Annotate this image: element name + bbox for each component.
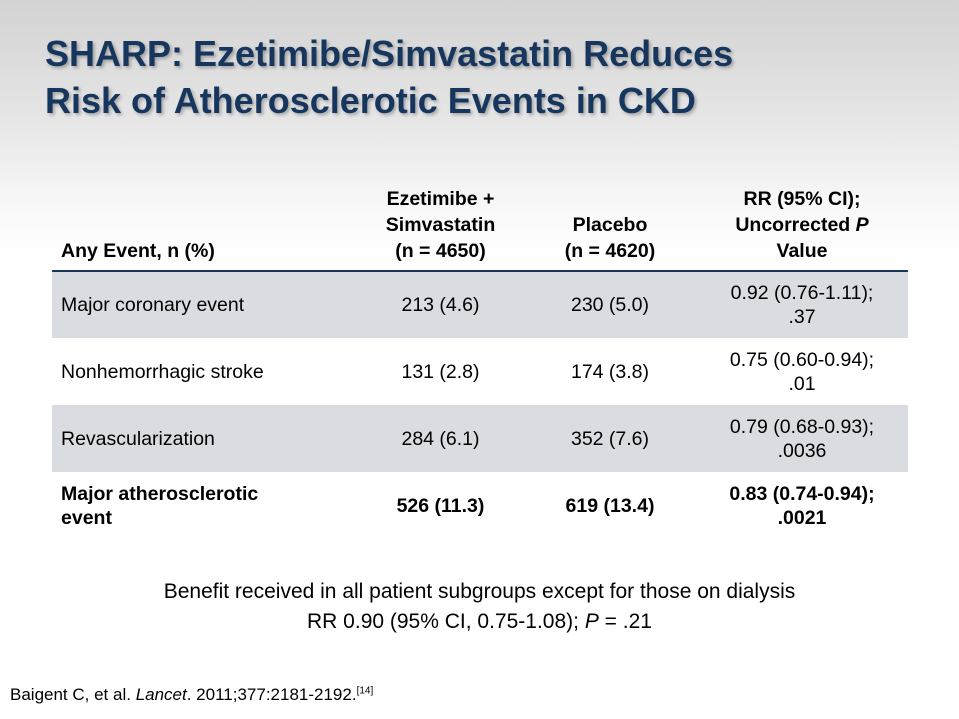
table-row-major-atherosclerotic-event: Major atherosclerotic event 526 (11.3) 6…	[52, 472, 908, 539]
citation: Baigent C, et al. Lancet. 2011;377:2181-…	[10, 685, 374, 704]
placebo-value: 352 (7.6)	[570, 427, 650, 450]
table-row-revascularization: Revascularization 284 (6.1) 352 (7.6) 0.…	[52, 405, 908, 472]
dialysis-note: Benefit received in all patient subgroup…	[0, 577, 959, 637]
row-label: Major atherosclerotic event	[61, 482, 259, 529]
header-ezetimibe-simvastatin: Ezetimibe + Simvastatin (n = 4650)	[357, 182, 524, 272]
table-row-major-coronary-event: Major coronary event 213 (4.6) 230 (5.0)…	[52, 271, 908, 338]
row-label: Revascularization	[61, 427, 215, 450]
note-line-1: Benefit received in all patient subgroup…	[163, 580, 796, 603]
ezesimva-value: 526 (11.3)	[396, 494, 485, 517]
title-line-2: Risk of Atherosclerotic Events in CKD	[45, 80, 696, 121]
row-label: Nonhemorrhagic stroke	[61, 360, 264, 383]
title-line-1: SHARP: Ezetimibe/Simvastatin Reduces	[45, 33, 734, 74]
placebo-value: 230 (5.0)	[570, 294, 650, 316]
ezesimva-value: 284 (6.1)	[401, 427, 480, 450]
header-row: Any Event, n (%) Ezetimibe + Simvastatin…	[52, 182, 908, 272]
placebo-value: 174 (3.8)	[570, 360, 650, 383]
ezesimva-value: 131 (2.8)	[401, 360, 480, 383]
row-label: Major coronary event	[61, 294, 245, 316]
slide-title: SHARP: Ezetimibe/Simvastatin Reduces Ris…	[45, 30, 935, 124]
reference-marker: [14]	[356, 685, 374, 697]
header-placebo: Placebo (n = 4620)	[524, 182, 696, 272]
rr-value: 0.79 (0.68-0.93); .0036	[729, 415, 875, 462]
placebo-value: 619 (13.4)	[565, 494, 655, 517]
table-row-nonhemorrhagic-stroke: Nonhemorrhagic stroke 131 (2.8) 174 (3.8…	[52, 338, 908, 405]
ezesimva-value: 213 (4.6)	[401, 294, 480, 316]
header-any-event: Any Event, n (%)	[52, 182, 357, 272]
rr-value: 0.92 (0.76-1.11); .37	[730, 282, 874, 328]
rr-value: 0.75 (0.60-0.94); .01	[729, 348, 875, 395]
results-table: Any Event, n (%) Ezetimibe + Simvastatin…	[52, 182, 908, 539]
rr-value: 0.83 (0.74-0.94); .0021	[729, 482, 875, 529]
header-rr: RR (95% CI); Uncorrected P Value	[696, 182, 908, 272]
note-line-2: RR 0.90 (95% CI, 0.75-1.08); P = .21	[307, 610, 652, 633]
